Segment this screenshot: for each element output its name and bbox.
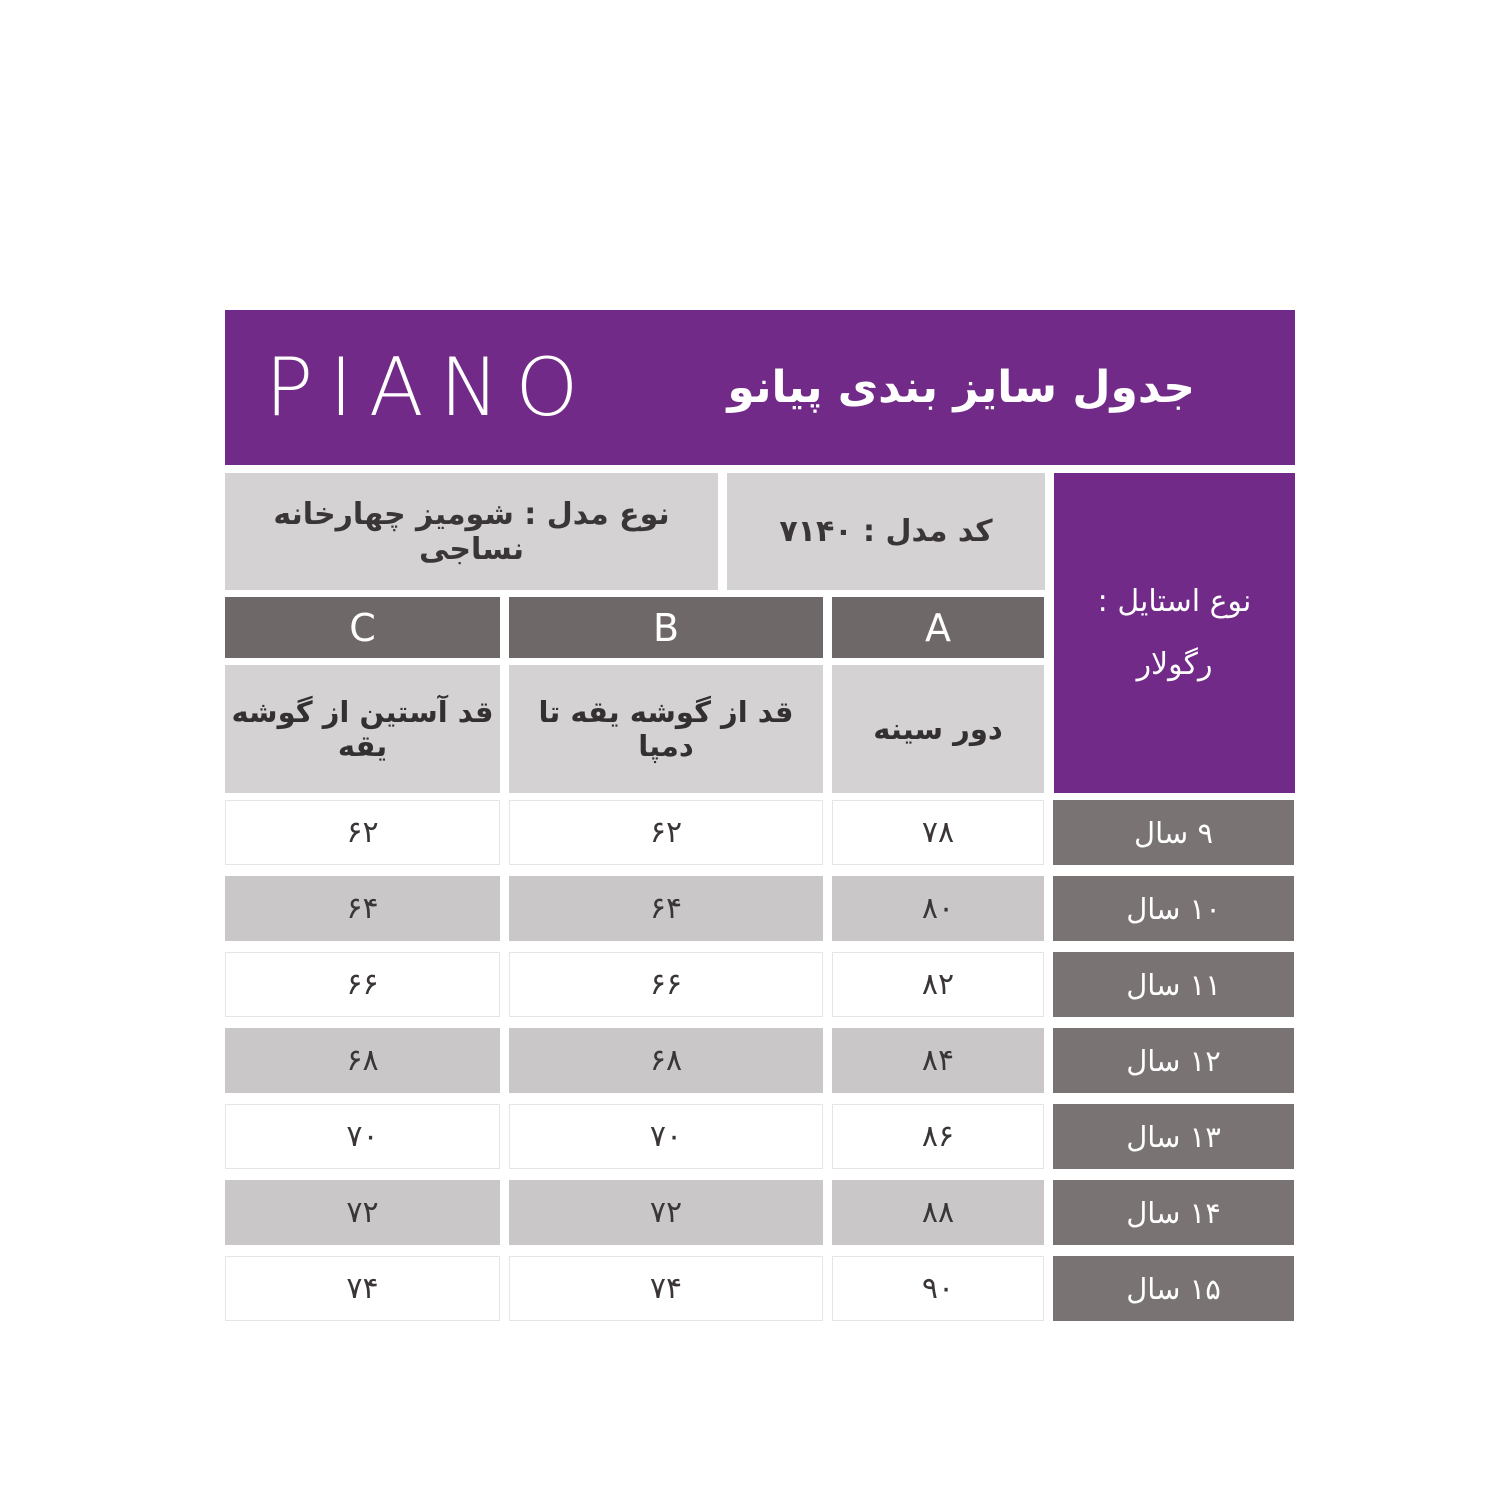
value-a: ۸۶: [832, 1104, 1044, 1169]
style-type-label: نوع استایل :: [1097, 584, 1252, 619]
banner: PIANO جدول سایز بندی پیانو: [225, 310, 1295, 465]
value-b: ۶۶: [509, 952, 823, 1017]
table-header-left: نوع مدل : شومیز چهارخانه نساجی کد مدل : …: [225, 473, 1045, 793]
age-label: ۱۵ سال: [1053, 1256, 1294, 1321]
column-desc-c: قد آستین از گوشه یقه: [225, 665, 500, 793]
column-desc-b: قد از گوشه یقه تا دمپا: [509, 665, 823, 793]
column-letters-row: C B A: [225, 597, 1045, 658]
model-type-label: نوع مدل : شومیز چهارخانه نساجی: [273, 496, 670, 567]
size-rows: ۶۲ ۶۲ ۷۸ ۹ سال ۶۴ ۶۴ ۸۰ ۱۰ سال ۶۶ ۶۶ ۸۲ …: [225, 800, 1295, 1321]
value-b: ۶۸: [509, 1028, 823, 1093]
model-code-label: کد مدل : ۷۱۴۰: [779, 514, 993, 549]
value-b: ۷۲: [509, 1180, 823, 1245]
value-b: ۷۴: [509, 1256, 823, 1321]
age-label: ۱۴ سال: [1053, 1180, 1294, 1245]
table-row: ۶۴ ۶۴ ۸۰ ۱۰ سال: [225, 876, 1295, 941]
table-row: ۶۶ ۶۶ ۸۲ ۱۱ سال: [225, 952, 1295, 1017]
table-row: ۷۲ ۷۲ ۸۸ ۱۴ سال: [225, 1180, 1295, 1245]
value-a: ۹۰: [832, 1256, 1044, 1321]
column-desc-a: دور سینه: [832, 665, 1044, 793]
value-b: ۷۰: [509, 1104, 823, 1169]
value-c: ۶۲: [225, 800, 500, 865]
value-c: ۷۲: [225, 1180, 500, 1245]
value-a: ۸۲: [832, 952, 1044, 1017]
table-row: ۶۲ ۶۲ ۷۸ ۹ سال: [225, 800, 1295, 865]
age-label: ۱۲ سال: [1053, 1028, 1294, 1093]
value-c: ۶۸: [225, 1028, 500, 1093]
table-row: ۷۰ ۷۰ ۸۶ ۱۳ سال: [225, 1104, 1295, 1169]
column-letter-b: B: [509, 597, 823, 658]
size-chart: PIANO جدول سایز بندی پیانو نوع مدل : شوم…: [225, 310, 1295, 1332]
table-header-block: نوع مدل : شومیز چهارخانه نساجی کد مدل : …: [225, 473, 1295, 793]
brand-logo: PIANO: [265, 340, 595, 434]
model-info-row: نوع مدل : شومیز چهارخانه نساجی کد مدل : …: [225, 473, 1045, 590]
column-letter-a: A: [832, 597, 1044, 658]
value-c: ۶۶: [225, 952, 500, 1017]
style-type-value: رگولار: [1136, 647, 1213, 682]
page-title: جدول سایز بندی پیانو: [727, 361, 1195, 413]
style-type-cell: نوع استایل : رگولار: [1054, 473, 1295, 793]
value-c: ۷۴: [225, 1256, 500, 1321]
column-letter-c: C: [225, 597, 500, 658]
model-type-cell: نوع مدل : شومیز چهارخانه نساجی: [225, 473, 718, 590]
age-label: ۹ سال: [1053, 800, 1294, 865]
table-row: ۶۸ ۶۸ ۸۴ ۱۲ سال: [225, 1028, 1295, 1093]
value-b: ۶۴: [509, 876, 823, 941]
value-a: ۸۰: [832, 876, 1044, 941]
value-c: ۶۴: [225, 876, 500, 941]
value-a: ۷۸: [832, 800, 1044, 865]
age-label: ۱۰ سال: [1053, 876, 1294, 941]
column-descriptions-row: قد آستین از گوشه یقه قد از گوشه یقه تا د…: [225, 665, 1045, 793]
model-code-cell: کد مدل : ۷۱۴۰: [727, 473, 1045, 590]
value-c: ۷۰: [225, 1104, 500, 1169]
age-label: ۱۱ سال: [1053, 952, 1294, 1017]
table-row: ۷۴ ۷۴ ۹۰ ۱۵ سال: [225, 1256, 1295, 1321]
age-label: ۱۳ سال: [1053, 1104, 1294, 1169]
value-b: ۶۲: [509, 800, 823, 865]
value-a: ۸۸: [832, 1180, 1044, 1245]
value-a: ۸۴: [832, 1028, 1044, 1093]
